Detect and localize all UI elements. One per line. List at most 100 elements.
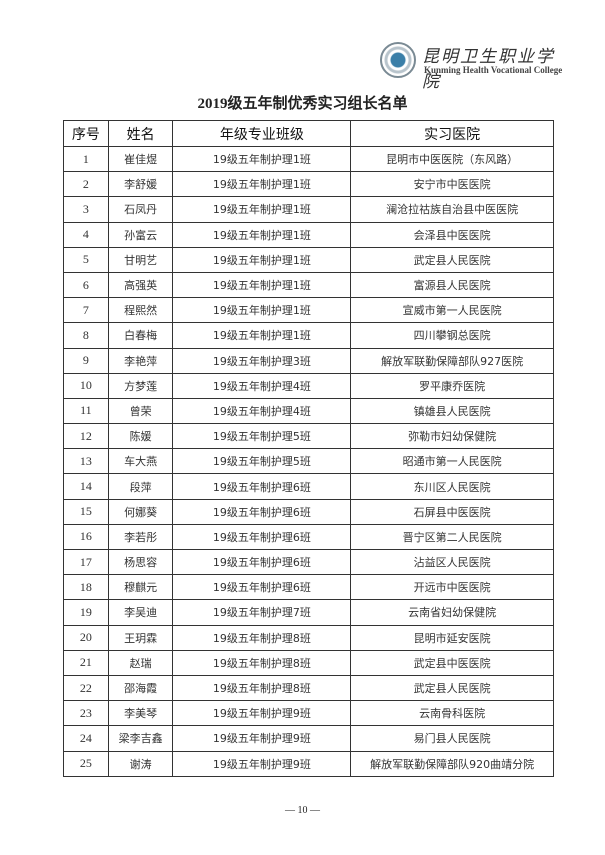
cell-class: 19级五年制护理6班: [172, 548, 352, 576]
table-row: 22 邵海霞 19级五年制护理8班 武定县人民医院: [63, 674, 554, 702]
logo-english-name: Kunming Health Vocational College: [424, 65, 563, 75]
cell-name: 谢涛: [107, 750, 174, 777]
cell-class: 19级五年制护理1班: [172, 246, 352, 273]
table-row: 17 杨思容 19级五年制护理6班 沾益区人民医院: [63, 548, 554, 576]
cell-name: 赵瑞: [107, 649, 174, 676]
college-logo: 昆明卫生职业学院 Kunming Health Vocational Colle…: [380, 40, 570, 92]
table-row: 11 曾荣 19级五年制护理4班 镇雄县人民医院: [63, 397, 554, 425]
cell-index: 19: [63, 599, 109, 626]
cell-index: 7: [63, 297, 109, 324]
logo-chinese-name: 昆明卫生职业学院: [422, 47, 555, 92]
page-number: — 10 —: [285, 805, 320, 816]
cell-index: 8: [63, 322, 109, 349]
cell-hospital: 镇雄县人民医院: [350, 397, 554, 425]
cell-hospital: 武定县中医医院: [350, 649, 554, 676]
table-row: 25 谢涛 19级五年制护理9班 解放军联勤保障部队920曲靖分院: [63, 750, 554, 777]
cell-name: 甘明艺: [107, 246, 174, 273]
cell-class: 19级五年制护理8班: [172, 624, 352, 651]
cell-class: 19级五年制护理1班: [172, 322, 352, 349]
table-row: 14 段萍 19级五年制护理6班 东川区人民医院: [63, 473, 554, 500]
cell-class: 19级五年制护理9班: [172, 725, 352, 752]
cell-index: 14: [63, 473, 109, 500]
cell-name: 曾荣: [107, 397, 174, 425]
cell-name: 高强英: [107, 271, 174, 299]
table-row: 4 孙富云 19级五年制护理1班 会泽县中医医院: [63, 221, 554, 248]
cell-class: 19级五年制护理6班: [172, 574, 352, 601]
cell-index: 21: [63, 649, 109, 676]
table-row: 3 石凤丹 19级五年制护理1班 澜沧拉祜族自治县中医医院: [63, 196, 554, 223]
cell-hospital: 昆明市中医医院（东风路）: [350, 145, 554, 173]
cell-name: 李舒媛: [107, 171, 174, 198]
cell-hospital: 解放军联勤保障部队927医院: [350, 347, 554, 374]
cell-name: 陈媛: [107, 423, 174, 450]
cell-name: 石凤丹: [107, 196, 174, 223]
cell-hospital: 昭通市第一人民医院: [350, 448, 554, 475]
table-row: 12 陈媛 19级五年制护理5班 弥勒市妇幼保健院: [63, 423, 554, 450]
cell-index: 9: [63, 347, 109, 374]
cell-class: 19级五年制护理1班: [172, 171, 352, 198]
cell-class: 19级五年制护理1班: [172, 221, 352, 248]
table-row: 9 李艳萍 19级五年制护理3班 解放军联勤保障部队927医院: [63, 347, 554, 374]
cell-hospital: 弥勒市妇幼保健院: [350, 423, 554, 450]
cell-class: 19级五年制护理9班: [172, 750, 352, 777]
table-row: 24 梁李吉鑫 19级五年制护理9班 易门县人民医院: [63, 725, 554, 752]
cell-index: 25: [63, 750, 109, 777]
cell-class: 19级五年制护理7班: [172, 599, 352, 626]
cell-index: 22: [63, 674, 109, 702]
table-row: 8 白春梅 19级五年制护理1班 四川攀钢总医院: [63, 322, 554, 349]
cell-name: 崔佳煜: [107, 145, 174, 173]
cell-index: 13: [63, 448, 109, 475]
cell-name: 车大燕: [107, 448, 174, 475]
table-row: 15 何娜葵 19级五年制护理6班 石屏县中医医院: [63, 498, 554, 525]
table-row: 2 李舒媛 19级五年制护理1班 安宁市中医医院: [63, 171, 554, 198]
cell-hospital: 云南省妇幼保健院: [350, 599, 554, 626]
cell-hospital: 四川攀钢总医院: [350, 322, 554, 349]
table-row: 7 程熙然 19级五年制护理1班 宣威市第一人民医院: [63, 297, 554, 324]
cell-index: 5: [63, 246, 109, 273]
cell-name: 李若彤: [107, 523, 174, 551]
cell-index: 4: [63, 221, 109, 248]
table-header-row: 序号 姓名 年级专业班级 实习医院: [63, 120, 554, 147]
cell-hospital: 罗平康乔医院: [350, 372, 554, 399]
cell-hospital: 晋宁区第二人民医院: [350, 523, 554, 551]
cell-index: 6: [63, 271, 109, 299]
table-row: 6 高强英 19级五年制护理1班 富源县人民医院: [63, 271, 554, 299]
cell-name: 白春梅: [107, 322, 174, 349]
table-row: 18 穆麒元 19级五年制护理6班 开远市中医医院: [63, 574, 554, 601]
cell-name: 杨思容: [107, 548, 174, 576]
header-index: 序号: [63, 120, 109, 147]
cell-name: 何娜葵: [107, 498, 174, 525]
cell-hospital: 澜沧拉祜族自治县中医医院: [350, 196, 554, 223]
cell-hospital: 安宁市中医医院: [350, 171, 554, 198]
cell-class: 19级五年制护理8班: [172, 649, 352, 676]
cell-name: 王玥霖: [107, 624, 174, 651]
cell-index: 17: [63, 548, 109, 576]
cell-class: 19级五年制护理6班: [172, 473, 352, 500]
table-row: 5 甘明艺 19级五年制护理1班 武定县人民医院: [63, 246, 554, 273]
cell-hospital: 武定县人民医院: [350, 246, 554, 273]
cell-index: 18: [63, 574, 109, 601]
cell-index: 10: [63, 372, 109, 399]
cell-hospital: 易门县人民医院: [350, 725, 554, 752]
cell-index: 3: [63, 196, 109, 223]
cell-index: 2: [63, 171, 109, 198]
cell-index: 20: [63, 624, 109, 651]
cell-hospital: 云南骨科医院: [350, 700, 554, 727]
cell-hospital: 会泽县中医医院: [350, 221, 554, 248]
cell-class: 19级五年制护理6班: [172, 498, 352, 525]
cell-name: 邵海霞: [107, 674, 174, 702]
cell-hospital: 东川区人民医院: [350, 473, 554, 500]
cell-name: 李艳萍: [107, 347, 174, 374]
cell-hospital: 解放军联勤保障部队920曲靖分院: [350, 750, 554, 777]
cell-class: 19级五年制护理9班: [172, 700, 352, 727]
cell-index: 12: [63, 423, 109, 450]
header-name: 姓名: [107, 120, 174, 147]
cell-class: 19级五年制护理6班: [172, 523, 352, 551]
cell-hospital: 武定县人民医院: [350, 674, 554, 702]
table-row: 23 李美琴 19级五年制护理9班 云南骨科医院: [63, 700, 554, 727]
cell-class: 19级五年制护理5班: [172, 448, 352, 475]
cell-hospital: 石屏县中医医院: [350, 498, 554, 525]
cell-name: 穆麒元: [107, 574, 174, 601]
cell-name: 方梦莲: [107, 372, 174, 399]
cell-name: 段萍: [107, 473, 174, 500]
